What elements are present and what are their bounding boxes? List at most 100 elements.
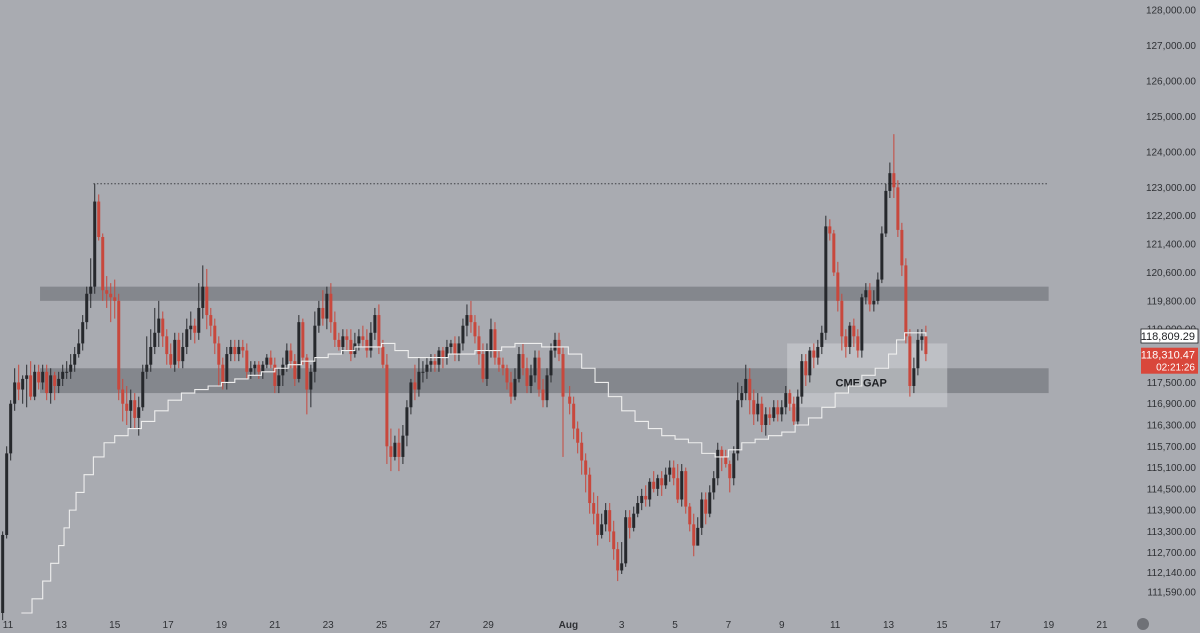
candle-body	[888, 173, 892, 191]
candle-body	[553, 339, 557, 351]
candle-body	[620, 563, 624, 571]
candle-87	[349, 329, 353, 362]
candle-body	[97, 201, 101, 238]
candle-body	[852, 325, 856, 337]
candle-body	[337, 339, 341, 347]
candle-body	[313, 325, 317, 372]
candle-body	[660, 478, 664, 486]
candle-body	[69, 364, 73, 372]
time-tick-label: 13	[883, 620, 895, 631]
candle-body	[185, 329, 189, 347]
candle-32	[129, 389, 133, 429]
candle-body	[157, 318, 161, 333]
candle-body	[241, 346, 245, 351]
price-tick-label: 126,000.00	[1146, 76, 1196, 87]
price-tick-label: 121,400.00	[1146, 240, 1196, 251]
time-tick-label: 11	[3, 620, 14, 631]
candle-164	[660, 471, 664, 496]
candle-220	[884, 183, 888, 238]
candle-162	[652, 471, 656, 493]
candle-193	[776, 400, 780, 422]
candle-body	[29, 375, 33, 397]
candle-54	[217, 336, 221, 386]
time-tick-label: 25	[376, 620, 388, 631]
candle-116	[465, 304, 469, 337]
chart-settings-icon[interactable]	[1137, 618, 1149, 630]
current-price-badge	[1141, 347, 1198, 374]
candle-body	[297, 322, 301, 379]
candle-body	[700, 499, 704, 528]
candle-167	[672, 460, 676, 486]
candle-body	[505, 368, 509, 383]
candle-body	[273, 364, 277, 386]
candle-103	[413, 364, 417, 401]
candle-21	[85, 286, 89, 330]
candle-65	[261, 361, 265, 379]
candle-body	[744, 378, 748, 394]
candle-body	[812, 350, 816, 358]
candle-body	[772, 407, 776, 418]
candle-14	[57, 371, 61, 394]
candle-body	[872, 300, 876, 305]
candle-body	[600, 524, 604, 535]
candle-body	[13, 382, 17, 404]
candle-body	[429, 361, 433, 365]
candle-body	[193, 325, 197, 333]
candle-184	[740, 385, 744, 408]
candle-body	[493, 329, 497, 358]
candle-210	[844, 329, 848, 358]
candle-6	[25, 364, 29, 408]
time-tick-label: 9	[779, 620, 785, 631]
candle-body	[321, 307, 325, 319]
candle-188	[756, 393, 760, 422]
candle-body	[397, 442, 401, 457]
candlestick-series	[1, 134, 928, 621]
candle-190	[764, 407, 768, 436]
candle-186	[748, 368, 752, 415]
last-price-badge	[1140, 328, 1199, 344]
candle-218	[876, 272, 880, 305]
candle-128	[513, 368, 517, 401]
candle-160	[644, 485, 648, 507]
candle-120	[481, 343, 485, 383]
candle-body	[860, 297, 864, 351]
candle-114	[457, 336, 461, 362]
candle-11	[45, 364, 49, 401]
candle-body	[624, 517, 628, 564]
candle-130	[521, 343, 525, 376]
candle-174	[700, 492, 704, 535]
candle-141	[568, 385, 572, 415]
candle-body	[201, 286, 205, 308]
candle-body	[49, 375, 53, 394]
candle-body	[249, 368, 253, 372]
candle-104	[417, 357, 421, 397]
candle-124	[497, 350, 501, 372]
candle-51	[205, 268, 209, 330]
candle-192	[772, 400, 776, 422]
candle-75	[301, 318, 305, 365]
candle-129	[517, 346, 521, 383]
candle-body	[820, 332, 824, 347]
candle-body	[656, 478, 660, 489]
candle-body	[604, 510, 608, 525]
candle-body	[541, 389, 545, 401]
candle-body	[145, 364, 149, 372]
candle-body	[461, 325, 465, 344]
candle-body	[832, 233, 836, 273]
candle-body	[788, 393, 792, 404]
candle-225	[904, 258, 908, 344]
candle-body	[908, 336, 912, 386]
candle-body	[501, 364, 505, 369]
candle-199	[800, 354, 804, 404]
candle-body	[289, 350, 293, 362]
candle-body	[904, 265, 908, 337]
time-axis[interactable]: 11 13 15 17 19 21 23 25 27 29 Aug 3 5 7 9 11 13 15 17 19 21	[3, 620, 1108, 631]
candle-152	[612, 520, 616, 560]
candle-53	[213, 318, 217, 355]
price-tick-label: 122,200.00	[1146, 211, 1196, 222]
candle-body	[257, 364, 261, 372]
candle-body	[644, 495, 648, 500]
candle-221	[888, 162, 892, 198]
candle-99	[397, 428, 401, 472]
